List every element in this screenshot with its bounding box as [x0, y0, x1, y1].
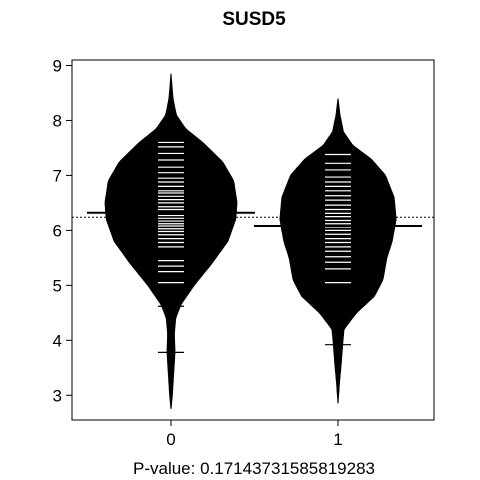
y-tick-label: 6	[53, 221, 62, 240]
bean-0	[87, 73, 255, 410]
y-tick-label: 8	[53, 111, 62, 130]
y-tick-label: 3	[53, 386, 62, 405]
beans-layer	[72, 73, 434, 410]
y-axis: 3 4 5 6 7 8 9	[53, 56, 72, 405]
bean-1	[254, 98, 422, 404]
x-tick-label: 1	[333, 430, 342, 449]
y-tick-label: 7	[53, 166, 62, 185]
chart-title: SUSD5	[222, 9, 286, 30]
plot-frame	[71, 59, 435, 421]
bean-shape	[104, 73, 238, 410]
x-tick-label: 0	[166, 430, 175, 449]
y-tick-label: 4	[53, 331, 62, 350]
y-tick-label: 5	[53, 276, 62, 295]
y-tick-label: 9	[53, 56, 62, 75]
x-axis-label: P-value: 0.17143731585819283	[133, 459, 375, 478]
